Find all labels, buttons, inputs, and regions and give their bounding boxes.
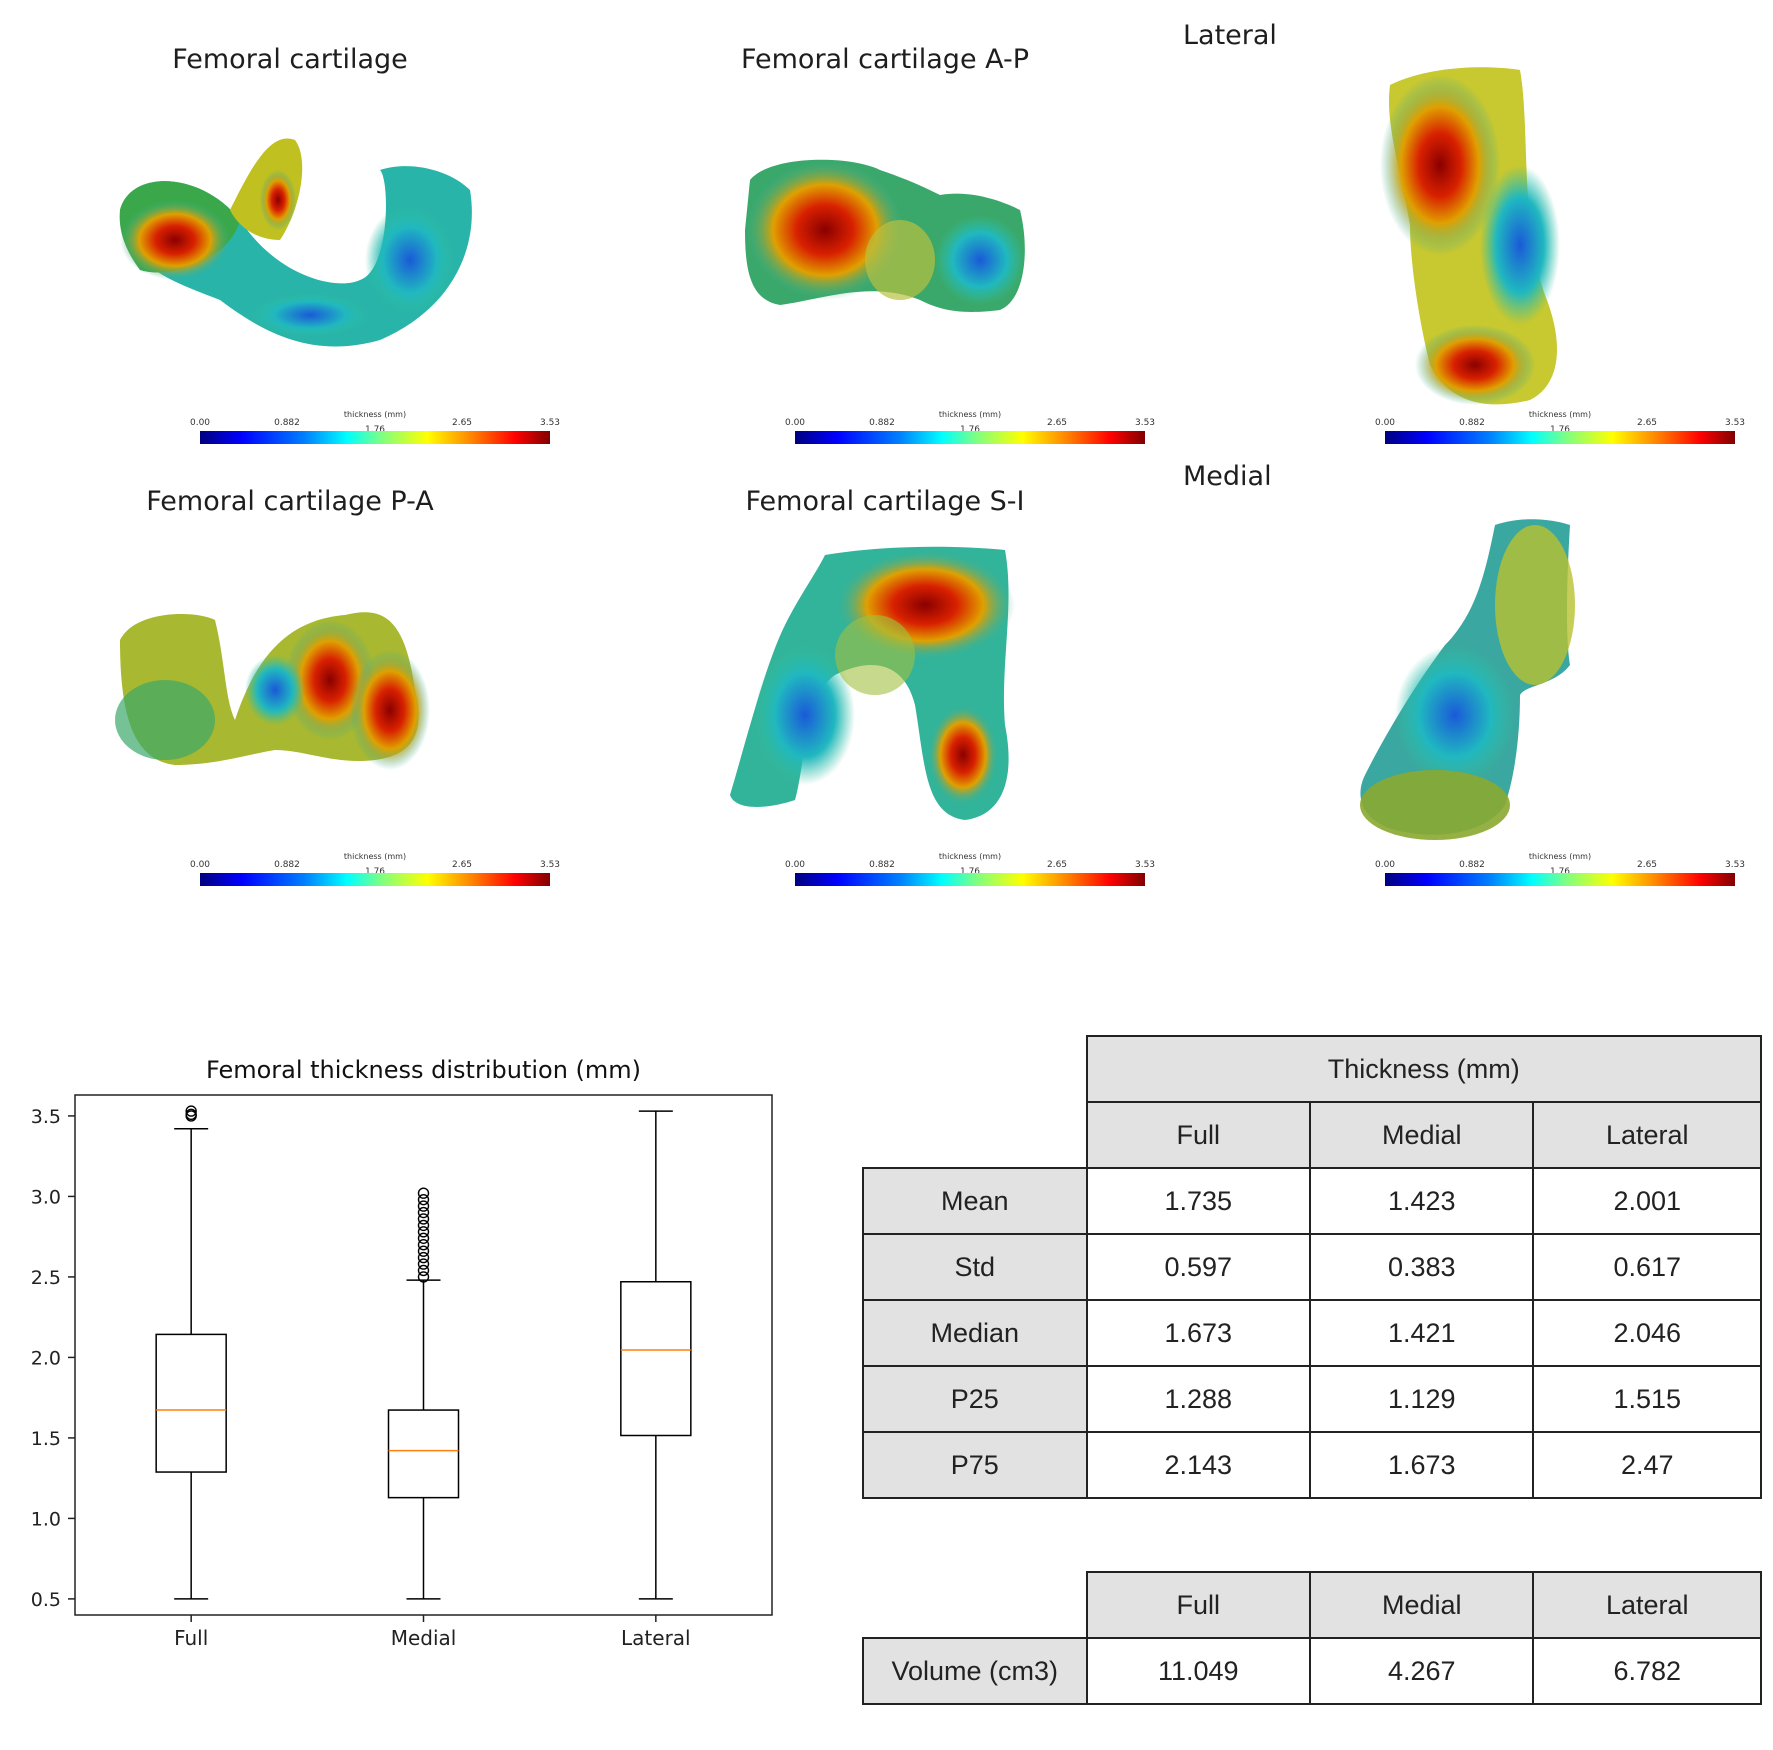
medial-view (1360, 519, 1575, 840)
colorbar-5: thickness (mm) 0.00 0.882 1.76 2.65 3.53 (785, 852, 1155, 892)
outlier-point (417, 1219, 430, 1232)
outlier-point (417, 1251, 430, 1264)
outlier-point (417, 1232, 430, 1244)
lateral-label: Lateral (1183, 20, 1277, 51)
thickness-table: Thickness (mm) Full Medial Lateral Mean … (862, 1035, 1763, 1499)
colorbar-1: thickness (mm) 0.00 0.882 1.76 2.65 3.53 (190, 410, 560, 450)
y-tick-label: 2.5 (31, 1267, 61, 1289)
x-tick-label: Full (174, 1626, 208, 1650)
row-label: Mean (862, 1167, 1088, 1235)
table-row: Volume (cm3) 11.049 4.267 6.782 (862, 1637, 1762, 1705)
column-header-medial: Medial (1308, 1101, 1535, 1169)
table-cell: 11.049 (1085, 1637, 1312, 1705)
x-tick-label: Lateral (621, 1626, 691, 1650)
outlier-point (185, 1105, 197, 1117)
row-label: P25 (862, 1365, 1088, 1433)
row-label: Std (862, 1233, 1088, 1301)
chart-title: Femoral thickness distribution (mm) (206, 1056, 641, 1084)
table-row: Std 0.597 0.383 0.617 (862, 1233, 1762, 1301)
column-header-medial: Medial (1308, 1571, 1535, 1639)
view-title-femoral-cartilage-a-p: Femoral cartilage A-P (740, 44, 1030, 75)
table-cell: 2.47 (1532, 1431, 1762, 1499)
y-tick-label: 2.0 (31, 1347, 61, 1369)
table-row: Median 1.673 1.421 2.046 (862, 1299, 1762, 1367)
table-cell: 0.617 (1532, 1233, 1762, 1301)
row-label: P75 (862, 1431, 1088, 1499)
colorbar-3: thickness (mm) 0.00 0.882 1.76 2.65 3.53 (1375, 410, 1745, 450)
table-cell: 1.421 (1308, 1299, 1535, 1367)
box (155, 1333, 227, 1473)
outlier-point (417, 1258, 430, 1270)
outlier-point (185, 1108, 197, 1121)
colorbar-6: thickness (mm) 0.00 0.882 1.76 2.65 3.53 (1375, 852, 1745, 892)
table-row: P75 2.143 1.673 2.47 (862, 1431, 1762, 1499)
outlier-point (417, 1271, 430, 1283)
volume-table: Full Medial Lateral Volume (cm3) 11.049 … (862, 1571, 1762, 1705)
box (620, 1280, 692, 1437)
table-cell: 4.267 (1308, 1637, 1535, 1705)
view-title-femoral-cartilage-s-i: Femoral cartilage S-I (745, 486, 1025, 517)
box (387, 1409, 460, 1499)
row-label: Median (862, 1299, 1088, 1367)
table-cell: 2.046 (1532, 1299, 1762, 1367)
table-cell: 2.001 (1532, 1167, 1762, 1235)
column-header-lateral: Lateral (1532, 1101, 1762, 1169)
table-cell: 2.143 (1085, 1431, 1311, 1499)
outlier-point (417, 1213, 430, 1225)
row-label: Volume (cm3) (862, 1637, 1088, 1705)
colorbar-4: thickness (mm) 0.00 0.882 1.76 2.65 3.53 (190, 852, 560, 892)
table-cell: 1.129 (1308, 1365, 1535, 1433)
colorbar-2: thickness (mm) 0.00 0.882 1.76 2.65 3.53 (785, 410, 1155, 450)
y-tick-label: 3.5 (31, 1106, 61, 1128)
view-title-femoral-cartilage-p-a: Femoral cartilage P-A (146, 486, 434, 517)
table-cell: 1.288 (1085, 1365, 1311, 1433)
table-row: Mean 1.735 1.423 2.001 (862, 1167, 1762, 1235)
medial-label: Medial (1183, 461, 1272, 492)
lateral-view (1380, 67, 1560, 405)
outlier-point (417, 1226, 430, 1238)
view-title-femoral-cartilage: Femoral cartilage (172, 44, 408, 75)
cartilage-p-a-view (115, 612, 430, 770)
outlier-point (417, 1206, 430, 1219)
outlier-point (417, 1193, 430, 1206)
column-header-full: Full (1085, 1571, 1312, 1639)
thickness-group-header: Thickness (mm) (1085, 1035, 1763, 1103)
y-tick-label: 3.0 (31, 1186, 61, 1208)
x-tick-label: Medial (391, 1626, 457, 1650)
cartilage-3d-view (119, 138, 472, 347)
outlier-point (417, 1245, 430, 1257)
outlier-point (417, 1200, 430, 1212)
y-tick-label: 1.0 (31, 1508, 61, 1530)
table-cell: 0.597 (1085, 1233, 1311, 1301)
table-cell: 1.735 (1085, 1167, 1311, 1235)
column-header-lateral: Lateral (1532, 1571, 1762, 1639)
cartilage-s-i-view (730, 546, 1015, 820)
table-cell: 1.515 (1532, 1365, 1762, 1433)
table-cell: 1.423 (1308, 1167, 1535, 1235)
table-cell: 0.383 (1308, 1233, 1535, 1301)
table-row: P25 1.288 1.129 1.515 (862, 1365, 1762, 1433)
outlier-point (417, 1239, 430, 1251)
table-cell: 1.673 (1308, 1431, 1535, 1499)
cartilage-a-p-view (745, 159, 1025, 312)
column-header-full: Full (1085, 1101, 1311, 1169)
y-tick-label: 0.5 (31, 1589, 61, 1611)
table-cell: 1.673 (1085, 1299, 1311, 1367)
outlier-point (417, 1187, 430, 1199)
table-cell: 6.782 (1532, 1637, 1762, 1705)
thickness-boxplot: Femoral thickness distribution (mm) 0.5 1.… (31, 1056, 773, 1650)
outlier-point (417, 1264, 430, 1277)
y-tick-label: 1.5 (31, 1428, 61, 1450)
